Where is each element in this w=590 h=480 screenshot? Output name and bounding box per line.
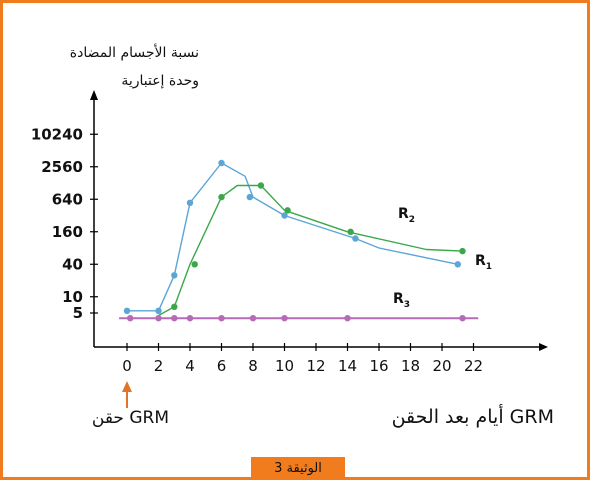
y-tick-label: 40 [62, 255, 83, 273]
data-point-r2 [191, 261, 198, 268]
x-tick-label: 12 [306, 357, 325, 375]
x-tick-label: 20 [432, 357, 451, 375]
data-point-r3 [459, 315, 466, 322]
data-point-r2 [284, 207, 291, 214]
document-caption: الوثيقة 3 [251, 457, 345, 480]
x-tick-label: 18 [401, 357, 420, 375]
data-point-r1 [246, 193, 253, 201]
series-line-r2 [158, 184, 463, 317]
x-tick-label: 2 [154, 357, 164, 375]
antibody-chart: 0 2 4 6 8 10 12 14 16 18 20 2251040160640256010240 … [31, 43, 554, 428]
data-point-r3 [281, 315, 288, 322]
data-point-r1 [454, 261, 461, 268]
data-point-r3 [155, 315, 162, 322]
data-point-r1 [218, 159, 225, 167]
data-point-r3 [218, 315, 225, 322]
data-point-r2 [171, 303, 178, 310]
x-tick-label: 14 [338, 357, 357, 375]
y-tick-label: 2560 [41, 158, 83, 176]
injection-arrow-icon [122, 381, 132, 408]
series-label-r1: R1 [475, 253, 492, 272]
y-tick-label: 5 [73, 304, 83, 322]
injection-label: حقن GRM [92, 408, 169, 428]
data-point-r2 [257, 182, 265, 189]
data-point-r2 [459, 247, 466, 255]
data-point-r1 [281, 212, 288, 219]
data-point-r3 [127, 315, 134, 322]
y-tick-label: 160 [52, 223, 83, 241]
series-line-r1 [127, 162, 458, 312]
x-tick-label: 6 [217, 357, 227, 375]
data-point-r2 [218, 193, 225, 201]
data-point-r1 [171, 272, 178, 279]
x-tick-label: 4 [185, 357, 195, 375]
data-point-r3 [186, 315, 194, 322]
data-point-r3 [344, 315, 351, 322]
series-label-r3: R3 [393, 291, 410, 310]
injection-arrow-head [122, 381, 132, 392]
x-tick-label: 10 [275, 357, 294, 375]
x-axis-label: أيام بعد الحقن GRM [392, 404, 554, 428]
data-point-r1 [352, 235, 359, 242]
data-point-r1 [123, 307, 131, 314]
data-point-r2 [347, 228, 354, 235]
x-tick-label: 8 [248, 357, 258, 375]
y-axis-label-line1: نسبة الأجسام المضادة [70, 43, 199, 61]
data-point-r3 [249, 315, 257, 322]
data-point-r1 [155, 307, 162, 314]
data-point-r1 [186, 199, 194, 206]
y-tick-label: 10 [62, 288, 83, 306]
y-axis-arrowhead [90, 90, 98, 100]
x-axis-arrowhead [539, 343, 548, 351]
x-tick-label: 22 [464, 357, 483, 375]
y-axis-label-line2: وحدة إعتبارية [121, 73, 199, 89]
data-point-r3 [171, 315, 178, 322]
series-label-r2: R2 [398, 206, 415, 225]
y-tick-label: 640 [52, 190, 83, 208]
x-tick-label: 0 [122, 357, 132, 375]
y-tick-label: 10240 [31, 125, 83, 143]
x-tick-label: 16 [369, 357, 388, 375]
